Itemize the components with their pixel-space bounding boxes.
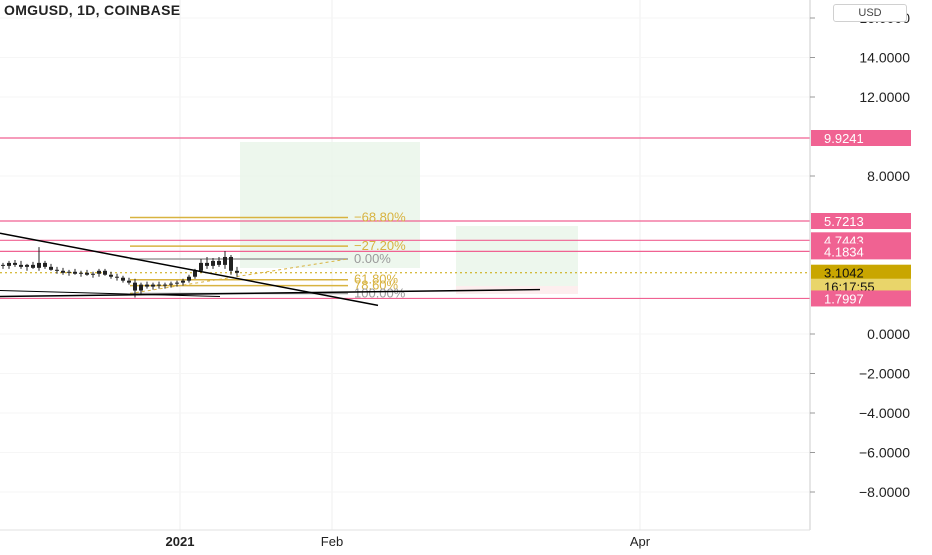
candle-body	[97, 270, 101, 274]
long-position-profit-zone	[456, 226, 578, 286]
currency-button[interactable]: USD	[833, 4, 907, 22]
candle-body	[7, 262, 11, 266]
candle-body	[127, 280, 131, 283]
time-tick-label: Feb	[321, 534, 343, 549]
price-tick-label: 12.0000	[859, 89, 910, 105]
price-label-badge	[811, 129, 911, 146]
candle-body	[61, 270, 65, 273]
candle-body	[211, 260, 215, 266]
support-trend-line	[0, 288, 541, 298]
price-label-text: 9.9241	[824, 131, 864, 146]
price-label-badge	[811, 243, 911, 260]
descending-trend-line	[0, 232, 379, 307]
grid-lines	[179, 0, 641, 530]
price-tick-label: −6.0000	[859, 445, 910, 461]
time-tick-label: Apr	[630, 534, 651, 549]
lower-trend-line	[0, 290, 221, 297]
price-label-text: 4.1834	[824, 244, 864, 259]
price-tick-label: 14.0000	[859, 50, 910, 66]
candle-body	[121, 277, 125, 281]
candle-body	[85, 272, 89, 275]
price-label-text: 3.1042	[824, 266, 864, 281]
candle-body	[67, 271, 71, 273]
candle-body	[49, 266, 53, 270]
candle-body	[217, 260, 221, 265]
candle-body	[199, 262, 203, 271]
price-tick-label: −2.0000	[859, 366, 910, 382]
candle-body	[223, 256, 227, 265]
candle-body	[163, 284, 167, 286]
candle-body	[43, 262, 47, 267]
candle-body	[169, 283, 173, 285]
candle-body	[157, 284, 161, 286]
price-axis[interactable]: 16.000014.000012.00008.00000.0000−2.0000…	[809, 0, 911, 530]
horizontal-levels	[0, 137, 810, 300]
candle-body	[187, 276, 191, 281]
candle-body	[73, 271, 77, 274]
price-tick-label: 0.0000	[867, 326, 910, 342]
fib-level-label: 78.60%	[354, 278, 399, 293]
candle-body	[181, 280, 185, 283]
time-tick-label: 2021	[166, 534, 195, 549]
candle-body	[139, 284, 143, 291]
candle-body	[151, 284, 155, 287]
candles	[1, 247, 239, 298]
candle-body	[37, 262, 41, 268]
fib-level-label: −27.20%	[354, 238, 406, 253]
candle-body	[13, 262, 17, 265]
fib-trend-line	[129, 258, 349, 295]
fib-level-label: −68.80%	[354, 209, 406, 224]
candle-body	[55, 269, 59, 271]
price-tick-label: −4.0000	[859, 405, 910, 421]
price-tick-label: 8.0000	[867, 168, 910, 184]
candle-body	[109, 274, 113, 277]
candle-body	[145, 284, 149, 287]
candle-body	[1, 264, 5, 266]
price-label-badge	[811, 213, 911, 230]
fib-level-label: 0.00%	[354, 251, 391, 266]
candle-body	[133, 282, 137, 291]
candle-body	[229, 256, 233, 271]
candle-body	[103, 270, 107, 275]
price-label-text: 1.7997	[824, 291, 864, 306]
candle-body	[31, 264, 35, 268]
fib-level-label: 61.80%	[354, 272, 399, 287]
candle-body	[115, 276, 119, 278]
candle-body	[235, 270, 239, 273]
price-label-text: 5.7213	[824, 214, 864, 229]
fib-level-label: 100.00%	[354, 286, 406, 301]
time-axis[interactable]: 2021 Feb Apr	[0, 529, 810, 549]
candle-body	[25, 264, 29, 267]
fibonacci-retracement: −68.80% −27.20%0.00% 61.80%78.60%100.00%	[129, 209, 406, 301]
long-position-profit-zone	[240, 142, 420, 268]
price-label-badge	[811, 290, 911, 307]
chart-title: OMGUSD, 1D, COINBASE	[4, 2, 181, 18]
candle-body	[205, 262, 209, 266]
candle-body	[19, 264, 23, 267]
trend-lines	[0, 232, 541, 307]
price-label-badge	[811, 264, 911, 281]
candle-body	[91, 273, 95, 275]
candle-body	[193, 270, 197, 277]
candle-body	[175, 282, 179, 284]
candle-body	[79, 272, 83, 274]
price-tick-label: −8.0000	[859, 484, 910, 500]
